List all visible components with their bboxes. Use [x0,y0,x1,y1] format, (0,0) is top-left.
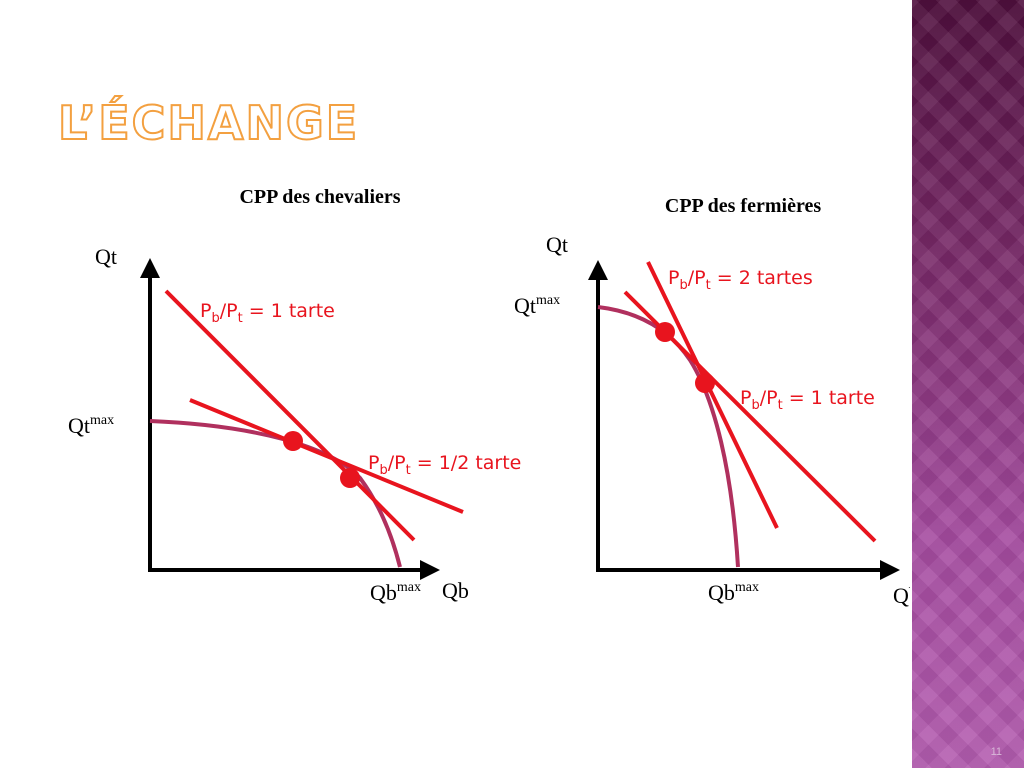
left-price-label-1: Pb/Pt = 1 tarte [200,300,335,326]
left-heading: CPP des chevaliers [239,186,400,208]
left-qt-max-label: Qtmax [68,413,114,438]
left-qb-max-label: Qbmax [370,580,421,605]
decorative-sidebar: 11 [912,0,1024,768]
left-price-line-2 [189,398,464,514]
right-tangent-point-1 [655,322,675,342]
right-qt-max-label: Qtmax [514,293,560,318]
right-tangent-point-2 [695,373,715,393]
left-y-axis-label: Qt [95,244,117,269]
left-price-label-2: Pb/Pt = 1/2 tarte [368,452,521,478]
right-heading: CPP des fermières [665,195,821,217]
right-price-label-1: Pb/Pt = 2 tartes [668,267,813,293]
right-y-axis-label: Qt [546,232,568,257]
right-qb-max-label: Qbmax [708,580,759,605]
left-price-line-1 [164,289,416,542]
left-ppf-curve [149,419,402,568]
right-x-axis-label: Qb [893,583,910,608]
right-price-line-1 [646,261,779,529]
slide-title: L’ÉCHANGE [57,96,360,150]
right-ppf-curve [597,305,740,568]
right-price-label-2: Pb/Pt = 1 tarte [740,387,875,413]
left-tangent-point-2 [340,468,360,488]
left-tangent-point-1 [283,431,303,451]
page-number: 11 [990,746,1002,758]
ppf-diagrams: CPP des chevaliers Qt Qtmax Qbmax Qb Pb/… [68,186,910,608]
right-panel: CPP des fermières Qt Qtmax Qbmax Qb Pb/P… [514,195,910,608]
left-panel: CPP des chevaliers Qt Qtmax Qbmax Qb Pb/… [68,186,521,605]
left-x-axis-label: Qb [442,578,469,603]
